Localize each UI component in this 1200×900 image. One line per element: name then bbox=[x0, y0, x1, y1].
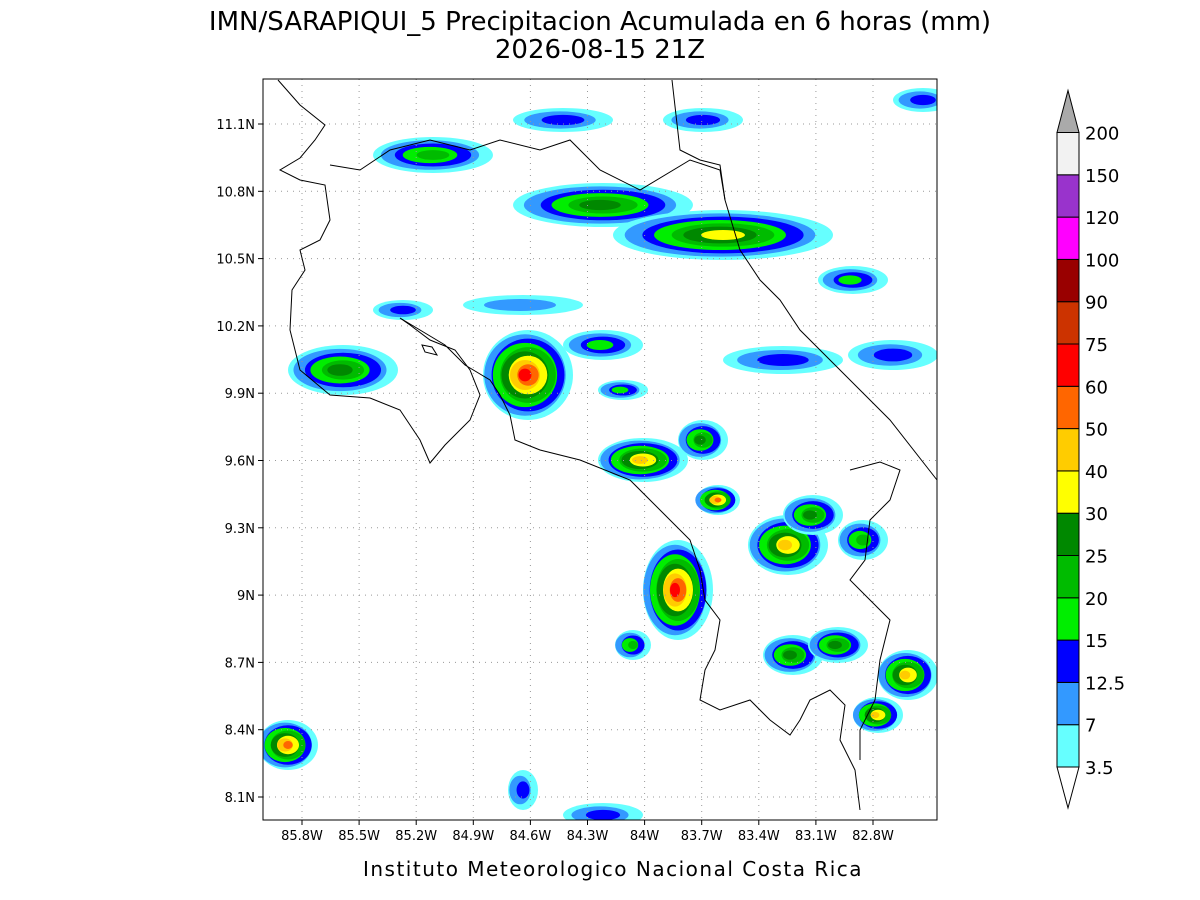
colorbar-label: 25 bbox=[1085, 547, 1108, 568]
precip-cell bbox=[685, 114, 721, 126]
colorbar-swatch bbox=[1056, 724, 1080, 768]
precip-cell bbox=[856, 534, 870, 546]
colorbar-swatch bbox=[1056, 258, 1080, 303]
precip-cell bbox=[541, 114, 585, 126]
precip-cell bbox=[803, 510, 817, 520]
y-tick-label: 9N bbox=[237, 589, 255, 604]
grid: 85.8W 85.5W 85.2W 84.9W 84.6W 84.3W 84W 83.7W 83… bbox=[216, 79, 937, 844]
x-tick-label: 83.4W bbox=[738, 829, 780, 844]
coast bbox=[671, 79, 937, 481]
x-tick-label: 85.2W bbox=[395, 829, 437, 844]
precip-cell bbox=[283, 741, 293, 749]
title: IMN/SARAPIQUI_5 Precipitacion Acumulada … bbox=[209, 7, 991, 37]
colorbar-swatch bbox=[1056, 512, 1080, 557]
precip-cell bbox=[910, 94, 936, 106]
colorbar-end bbox=[1056, 766, 1080, 810]
y-tick-label: 9.9N bbox=[225, 387, 255, 402]
colorbar-label: 75 bbox=[1085, 335, 1108, 356]
y-tick-label: 10.5N bbox=[216, 253, 255, 268]
colorbar: 3.5 7 12.5 15 20 25 30 40 50 60 75 90 100 120 150 200 bbox=[1056, 88, 1125, 810]
precip-cell bbox=[579, 199, 621, 211]
colorbar-label: 40 bbox=[1085, 462, 1108, 483]
precip-cell bbox=[757, 354, 809, 366]
x-tick-label: 85.5W bbox=[338, 829, 380, 844]
colorbar-label: 120 bbox=[1085, 208, 1119, 229]
colorbar-swatch bbox=[1056, 555, 1080, 599]
colorbar-label: 200 bbox=[1085, 124, 1119, 145]
precip-cell bbox=[611, 386, 629, 394]
colorbar-end bbox=[1056, 88, 1080, 133]
colorbar-label: 150 bbox=[1085, 166, 1119, 187]
colorbar-swatch bbox=[1056, 639, 1080, 683]
colorbar-label: 100 bbox=[1085, 250, 1119, 271]
y-tick-label: 8.7N bbox=[225, 656, 255, 671]
y-tick-label: 10.8N bbox=[216, 185, 255, 200]
precip-cell bbox=[694, 435, 706, 445]
precip-cell bbox=[873, 348, 913, 362]
precip-cell bbox=[586, 340, 614, 350]
precip-cell bbox=[783, 650, 797, 660]
precip-cell bbox=[518, 368, 532, 382]
map-frame bbox=[262, 78, 938, 821]
precip-cell bbox=[390, 305, 416, 315]
x-tick-label: 85.8W bbox=[281, 829, 323, 844]
x-tick-label: 84W bbox=[630, 829, 660, 844]
precip-cell bbox=[870, 711, 880, 719]
precip-cell bbox=[670, 582, 680, 598]
border bbox=[849, 461, 901, 760]
precip-cell bbox=[484, 299, 556, 311]
colorbar-swatch bbox=[1056, 301, 1080, 345]
y-tick-label: 9.3N bbox=[225, 522, 255, 537]
colorbar-label: 15 bbox=[1085, 631, 1108, 652]
colorbar-swatch bbox=[1056, 428, 1080, 472]
y-tick-label: 8.4N bbox=[225, 724, 255, 739]
colorbar-label: 90 bbox=[1085, 293, 1108, 314]
y-tick-label: 9.6N bbox=[225, 455, 255, 470]
colorbar-swatch bbox=[1056, 174, 1080, 218]
x-tick-label: 83.7W bbox=[681, 829, 723, 844]
precip-cell bbox=[628, 640, 638, 650]
coast bbox=[277, 79, 861, 811]
colorbar-label: 60 bbox=[1085, 377, 1108, 398]
colorbar-swatch bbox=[1056, 132, 1080, 176]
colorbar-swatch bbox=[1056, 597, 1080, 641]
colorbar-swatch bbox=[1056, 385, 1080, 430]
subtitle: 2026-08-15 21Z bbox=[495, 35, 705, 65]
precip-cell bbox=[416, 150, 450, 160]
precip-cell bbox=[701, 230, 745, 240]
precip-cell bbox=[632, 456, 648, 464]
precip-cell bbox=[327, 364, 353, 376]
precip-cell bbox=[516, 781, 530, 799]
colorbar-swatch bbox=[1056, 216, 1080, 260]
colorbar-swatch bbox=[1056, 681, 1080, 726]
colorbar-label: 3.5 bbox=[1085, 758, 1114, 779]
coastlines bbox=[277, 79, 937, 811]
border bbox=[329, 139, 726, 201]
precip-cell bbox=[777, 539, 793, 551]
x-tick-label: 84.3W bbox=[567, 829, 609, 844]
precip-cell bbox=[899, 670, 911, 680]
colorbar-label: 12.5 bbox=[1085, 673, 1125, 694]
precip-cell bbox=[585, 809, 621, 820]
precip-cell bbox=[714, 497, 722, 503]
colorbar-label: 50 bbox=[1085, 420, 1108, 441]
footer: Instituto Meteorologico Nacional Costa R… bbox=[363, 857, 863, 881]
precip-field bbox=[263, 88, 937, 820]
precip-cell bbox=[838, 275, 862, 285]
colorbar-label: 7 bbox=[1085, 716, 1096, 737]
y-tick-label: 10.2N bbox=[216, 320, 255, 335]
colorbar-swatch bbox=[1056, 343, 1080, 387]
colorbar-label: 20 bbox=[1085, 589, 1108, 610]
x-tick-label: 84.6W bbox=[509, 829, 551, 844]
x-tick-label: 83.1W bbox=[795, 829, 837, 844]
coast bbox=[421, 344, 439, 356]
colorbar-label: 30 bbox=[1085, 504, 1108, 525]
y-tick-label: 11.1N bbox=[216, 118, 255, 133]
y-tick-label: 8.1N bbox=[225, 791, 255, 806]
x-tick-label: 82.8W bbox=[852, 829, 894, 844]
x-tick-label: 84.9W bbox=[452, 829, 494, 844]
colorbar-swatch bbox=[1056, 470, 1080, 514]
precip-cell bbox=[828, 640, 842, 650]
